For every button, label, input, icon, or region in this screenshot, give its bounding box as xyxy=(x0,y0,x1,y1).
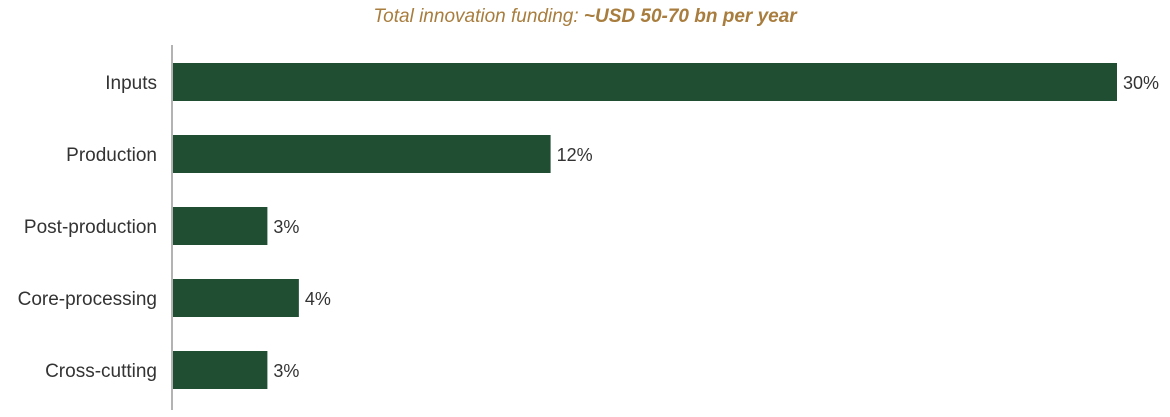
value-label: 4% xyxy=(305,289,331,309)
bar-production xyxy=(173,135,551,173)
value-label: 3% xyxy=(273,217,299,237)
chart-title-emphasis: ~USD 50-70 bn per year xyxy=(583,6,797,27)
category-label: Cross-cutting xyxy=(45,361,157,382)
chart-title: Total innovation funding: ~USD 50-70 bn … xyxy=(0,6,1170,28)
bar-core-processing xyxy=(173,279,299,317)
value-label: 3% xyxy=(273,361,299,381)
bar-post-production xyxy=(173,207,268,245)
category-label: Production xyxy=(66,145,157,166)
chart-title-prefix: Total innovation funding: xyxy=(373,6,584,27)
bar-cross-cutting xyxy=(173,351,268,389)
bar-inputs xyxy=(173,63,1117,101)
value-label: 30% xyxy=(1123,73,1159,93)
bars-layer: Inputs 30% Production 12% Post-production 3% C… xyxy=(18,63,1159,389)
category-label: Core-processing xyxy=(18,289,157,310)
category-label: Inputs xyxy=(105,73,157,94)
value-label: 12% xyxy=(557,145,593,165)
category-label: Post-production xyxy=(24,217,157,238)
